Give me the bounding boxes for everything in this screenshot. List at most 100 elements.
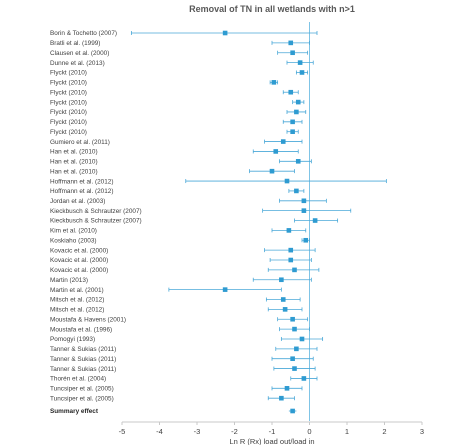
effect-marker	[282, 307, 288, 312]
study-row: Flyckt (2010)	[50, 119, 303, 126]
study-row: Martin et al. (2001)	[50, 287, 282, 294]
study-label: Tanner & Sukias (2011)	[50, 356, 116, 363]
study-label: Tanner & Sukias (2011)	[50, 366, 116, 373]
effect-marker	[312, 218, 318, 223]
effect-marker	[294, 109, 299, 115]
study-row: Kovacic et al. (2000)	[50, 257, 312, 264]
study-label: Flyckt (2010)	[50, 99, 87, 106]
effect-marker	[292, 366, 297, 371]
study-label: Han et al. (2010)	[50, 149, 98, 156]
effect-marker	[288, 89, 294, 95]
study-row: Flyckt (2010)	[50, 129, 299, 136]
study-row: Gumiero et al. (2011)	[50, 139, 303, 146]
study-row: Pomogyi (1993)	[50, 336, 324, 343]
study-label: Borin & Tochetto (2007)	[50, 30, 117, 37]
effect-marker	[294, 188, 299, 194]
study-row: Han et al. (2010)	[50, 168, 295, 175]
study-label: Tuncsiper et al. (2005)	[50, 395, 114, 402]
study-label: Flyckt (2010)	[50, 89, 87, 96]
study-row: Flyckt (2010)	[50, 109, 307, 116]
x-tick-label: 3	[420, 427, 424, 436]
study-row: Kovacic et al. (2000)	[50, 247, 316, 254]
study-row: Kim et al. (2010)	[50, 228, 307, 235]
effect-marker	[290, 50, 295, 56]
study-row: Han et al. (2010)	[50, 149, 299, 156]
study-label: Martin (2013)	[50, 277, 88, 284]
study-row: Kovacic et al. (2000)	[50, 267, 320, 274]
effect-marker	[290, 129, 295, 134]
summary-row: Summary effect	[50, 408, 297, 415]
study-label: Han et al. (2010)	[50, 168, 98, 175]
x-tick-label: -1	[269, 427, 276, 436]
study-row: Clausen et al. (2000)	[50, 50, 309, 57]
study-row: Tanner & Sukias (2011)	[50, 346, 318, 353]
effect-marker	[284, 386, 290, 391]
study-label: Mitsch et al. (2012)	[50, 307, 104, 314]
effect-marker	[279, 277, 284, 283]
study-row: Flyckt (2010)	[50, 80, 279, 87]
x-tick-label: 1	[345, 427, 349, 436]
effect-marker	[290, 316, 295, 322]
study-label: Dunne et al. (2013)	[50, 60, 105, 67]
study-row: Flyckt (2010)	[50, 70, 309, 77]
effect-marker	[288, 247, 294, 253]
effect-marker	[303, 237, 309, 243]
x-tick-label: -5	[119, 427, 126, 436]
effect-marker	[292, 267, 297, 273]
study-label: Kieckbusch & Schrautzer (2007)	[50, 208, 142, 215]
study-label: Flyckt (2010)	[50, 70, 87, 77]
study-label: Kieckbusch & Schrautzer (2007)	[50, 218, 142, 225]
study-row: Moustafa et al. (1996)	[50, 326, 310, 333]
chart-title: Removal of TN in all wetlands with n>1	[189, 4, 355, 14]
study-row: Kieckbusch & Schrautzer (2007)	[50, 208, 352, 215]
study-label: Tanner & Sukias (2011)	[50, 346, 116, 353]
study-label: Hoffmann et al. (2012)	[50, 188, 113, 195]
study-label: Thorén et al. (2004)	[50, 376, 106, 383]
study-row: Mitsch et al. (2012)	[50, 307, 303, 314]
effect-marker	[284, 178, 290, 184]
study-row: Kieckbusch & Schrautzer (2007)	[50, 218, 339, 225]
effect-marker	[280, 297, 286, 302]
effect-marker	[288, 40, 294, 46]
effect-marker	[273, 149, 279, 154]
effect-marker	[290, 119, 295, 125]
effect-marker	[294, 346, 299, 352]
effect-marker	[301, 376, 307, 381]
study-label: Moustafa et al. (1996)	[50, 326, 112, 333]
x-tick-label: 2	[382, 427, 386, 436]
study-row: Hoffmann et al. (2012)	[50, 188, 305, 195]
x-tick-label: -3	[194, 427, 201, 436]
x-axis: -5 -4 -3 -2 -1 0 1 2 3	[119, 421, 424, 436]
summary-label: Summary effect	[50, 408, 99, 415]
x-tick-label: -4	[156, 427, 163, 436]
study-row: Flyckt (2010)	[50, 89, 299, 96]
study-row: Martin (2013)	[50, 277, 312, 284]
study-label: Tuncsiper et al. (2005)	[50, 386, 114, 393]
study-label: Flyckt (2010)	[50, 109, 87, 116]
study-label: Han et al. (2010)	[50, 159, 98, 166]
study-label: Gumiero et al. (2011)	[50, 139, 110, 146]
study-row: Hoffmann et al. (2012)	[50, 178, 387, 185]
effect-marker	[222, 30, 228, 36]
study-row: Tanner & Sukias (2011)	[50, 356, 314, 363]
x-tick-label: 0	[307, 427, 311, 436]
study-row: Bratli et al. (1999)	[50, 40, 310, 47]
study-row: Koskiaho (2003)	[50, 237, 310, 244]
study-row: Tanner & Sukias (2011)	[50, 366, 316, 373]
effect-marker	[280, 139, 286, 144]
effect-marker	[290, 356, 295, 362]
study-label: Clausen et al. (2000)	[50, 50, 109, 57]
study-label: Martin et al. (2001)	[50, 287, 104, 294]
effect-marker	[301, 208, 307, 213]
study-label: Kovacic et al. (2000)	[50, 257, 108, 264]
study-row: Moustafa & Havens (2001)	[50, 316, 309, 323]
x-axis-label: Ln R (Rx) load out/load in	[229, 437, 314, 445]
effect-marker	[286, 228, 292, 233]
effect-marker	[269, 168, 275, 174]
study-label: Kovacic et al. (2000)	[50, 247, 108, 254]
study-label: Jordan et al. (2003)	[50, 198, 105, 205]
study-row: Tuncsiper et al. (2005)	[50, 395, 295, 402]
study-label: Flyckt (2010)	[50, 129, 87, 136]
study-rows: Borin & Tochetto (2007) Bratli et al. (19…	[50, 30, 387, 402]
